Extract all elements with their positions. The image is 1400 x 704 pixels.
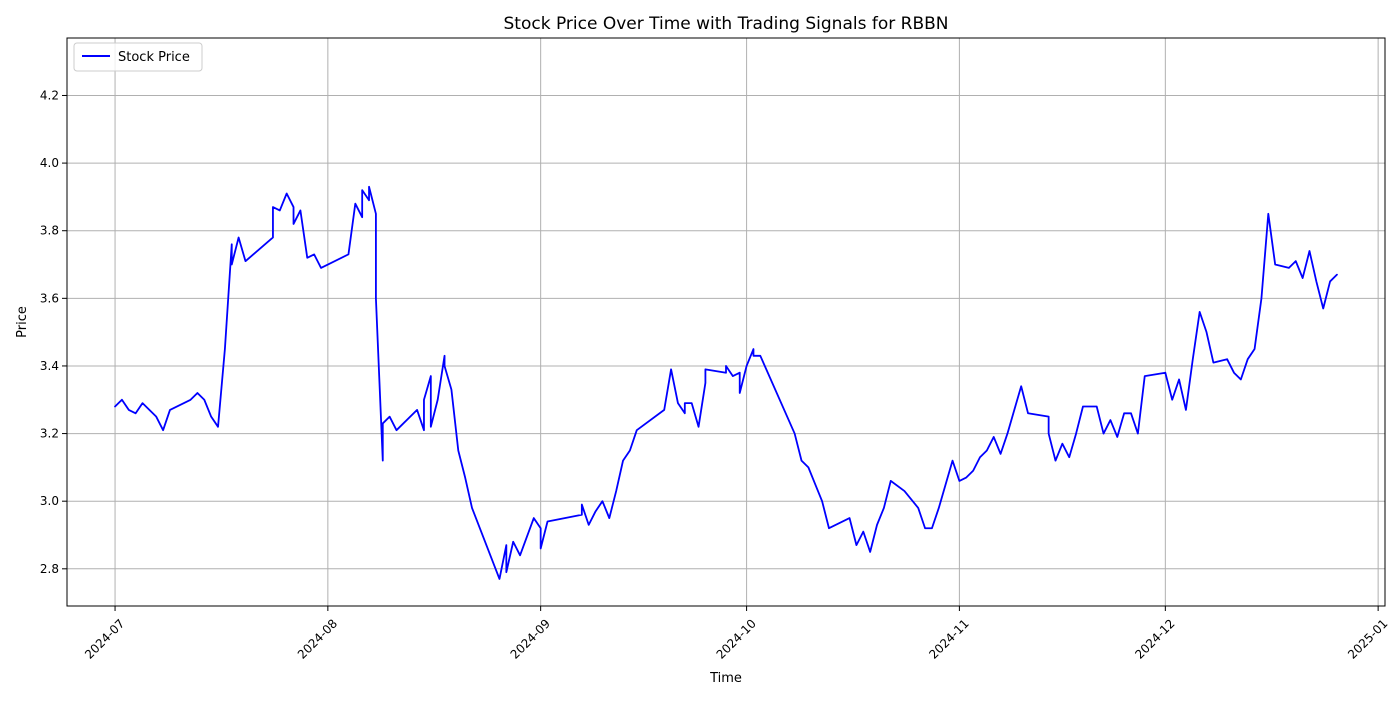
y-tick-label: 3.6 (40, 291, 59, 305)
series-layer (114, 185, 1338, 580)
y-tick-label: 4.2 (40, 88, 59, 102)
series-line-stock-price (114, 185, 1338, 580)
grid (67, 38, 1385, 606)
y-tick-label: 4.0 (40, 156, 59, 170)
legend: Stock Price (73, 42, 203, 72)
y-tick-label: 3.8 (40, 224, 59, 238)
y-tick-label: 3.4 (40, 359, 59, 373)
plot-frame (66, 37, 1386, 607)
y-tick-label: 3.0 (40, 494, 59, 508)
legend-label-stock-price: Stock Price (118, 50, 190, 65)
y-axis-label: Price (15, 306, 30, 338)
y-tick-label: 2.8 (40, 562, 59, 576)
legend-box (73, 42, 203, 72)
x-axis-label: Time (709, 671, 742, 686)
chart-title: Stock Price Over Time with Trading Signa… (504, 14, 949, 34)
y-tick-label: 3.2 (40, 427, 59, 441)
